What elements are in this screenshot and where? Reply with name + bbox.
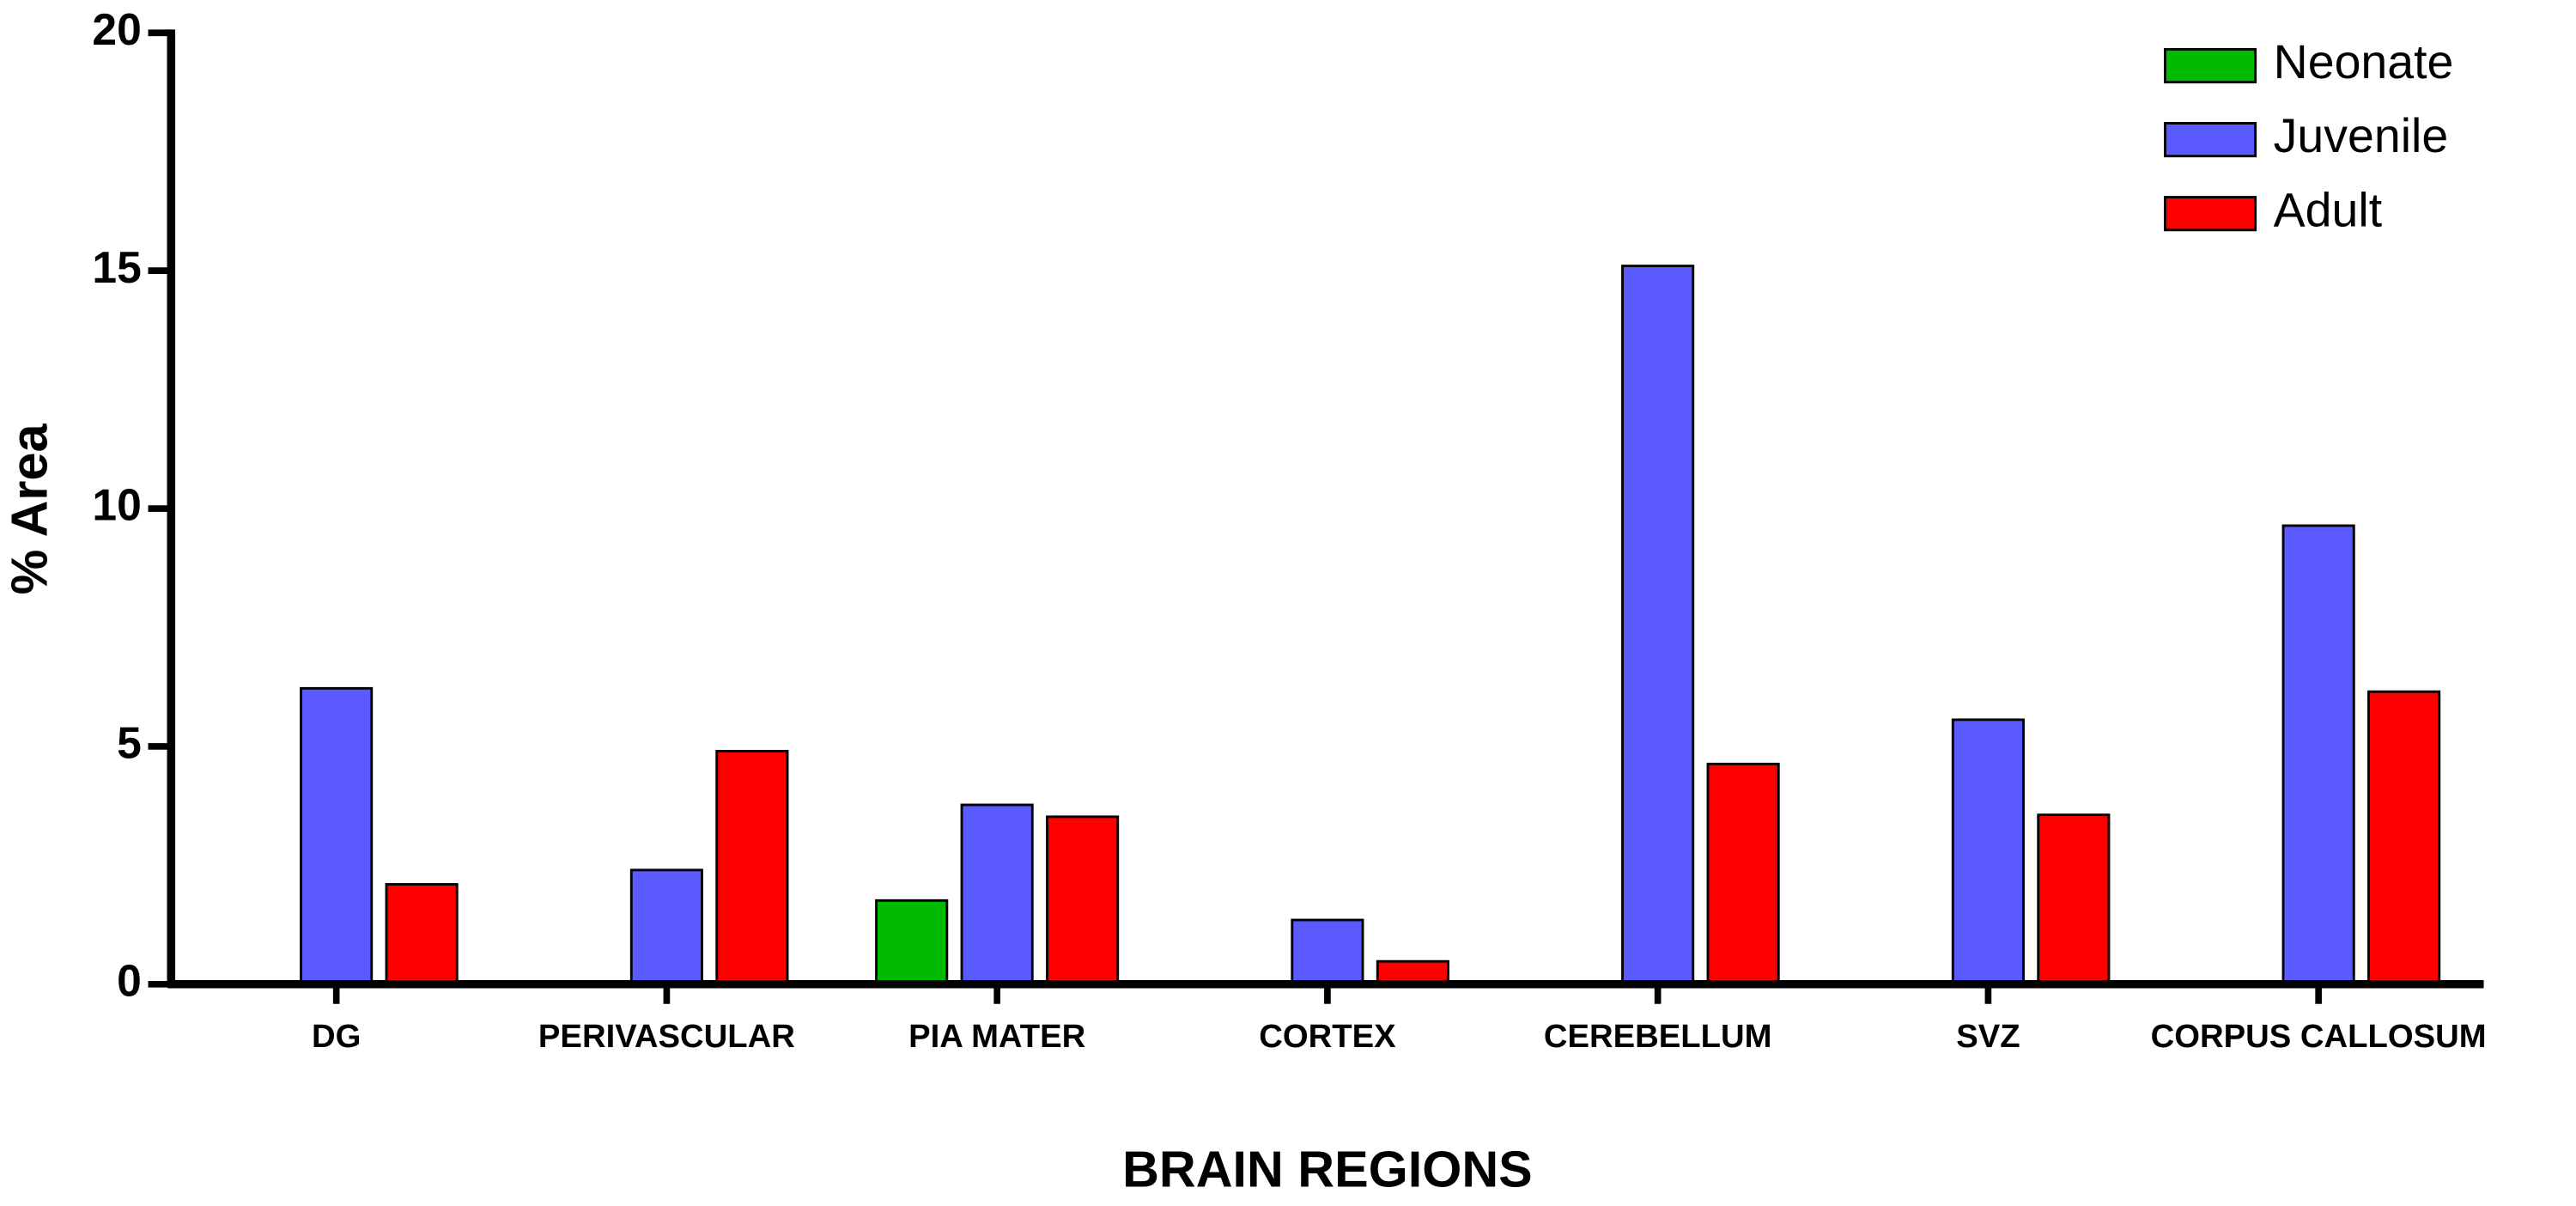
x-tick-label: PIA MATER (908, 1018, 1085, 1055)
y-tick-label: 20 (92, 4, 141, 54)
legend-swatch (2164, 47, 2257, 84)
legend-label: Adult (2274, 183, 2382, 236)
bar (1706, 762, 1780, 986)
bar (385, 883, 459, 986)
x-tick-label: SVZ (1956, 1018, 2020, 1055)
x-tick-label: CEREBELLUM (1544, 1018, 1772, 1055)
bar (1291, 918, 1364, 986)
legend-label: Neonate (2274, 35, 2454, 88)
bar (1951, 718, 2025, 986)
legend-swatch (2164, 196, 2257, 232)
bar (2281, 524, 2355, 986)
x-tick-label: DG (312, 1018, 361, 1055)
bar (629, 868, 703, 986)
y-tick-label: 5 (117, 718, 142, 768)
bar (1621, 265, 1695, 986)
x-tick-label: CORTEX (1259, 1018, 1396, 1055)
y-tick-label: 0 (117, 955, 142, 1005)
x-tick-label: CORPUS CALLOSUM (2151, 1018, 2487, 1055)
legend-label: Juvenile (2274, 109, 2449, 162)
bar (960, 803, 1034, 986)
legend-swatch (2164, 122, 2257, 158)
x-tick-label: PERIVASCULAR (538, 1018, 795, 1055)
bar (715, 749, 789, 986)
x-axis-label: BRAIN REGIONS (1122, 1140, 1533, 1197)
bar (2367, 690, 2441, 986)
bar (300, 686, 374, 986)
y-tick-label: 15 (92, 242, 141, 292)
y-tick-label: 10 (92, 480, 141, 530)
bar (2037, 813, 2111, 986)
bar (1046, 815, 1120, 986)
y-axis-label: % Area (0, 423, 58, 595)
bar (875, 898, 949, 986)
